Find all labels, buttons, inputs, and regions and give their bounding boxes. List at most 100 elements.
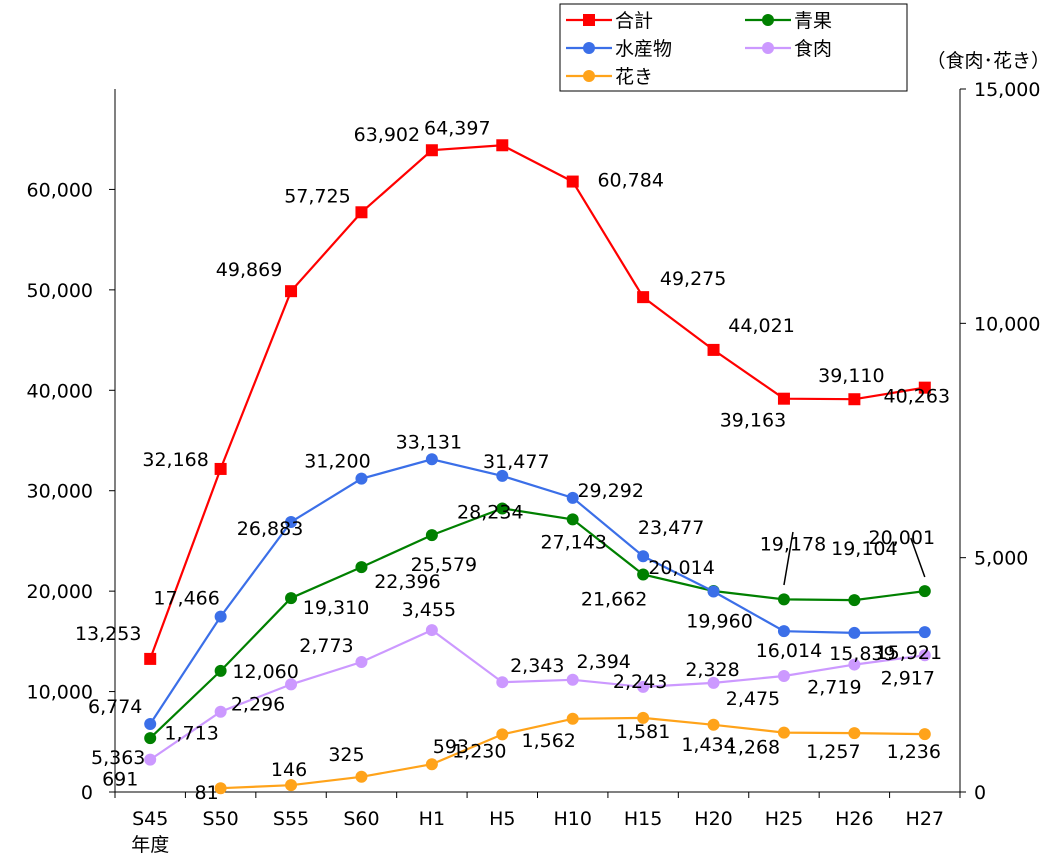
data-point (848, 594, 861, 607)
data-label: 19,310 (303, 597, 369, 619)
left-tick-label: 0 (81, 782, 93, 804)
leader-line (910, 537, 926, 578)
data-label: 2,719 (807, 677, 861, 699)
data-label: 325 (328, 744, 364, 766)
data-label: 691 (102, 769, 138, 791)
data-label: 44,021 (728, 315, 794, 337)
data-point (566, 673, 579, 686)
legend-label: 青果 (794, 10, 832, 32)
x-tick-label: H20 (694, 808, 732, 830)
legend-label: 花き (615, 66, 653, 88)
data-label: 1,713 (164, 723, 218, 745)
data-point (355, 561, 368, 574)
data-point (848, 658, 861, 671)
data-label: 1,257 (806, 741, 860, 763)
data-label: 16,014 (756, 640, 822, 662)
x-tick-label: S50 (203, 808, 239, 830)
data-point (214, 610, 227, 623)
data-point (848, 727, 861, 740)
right-tick-label: 15,000 (974, 79, 1040, 101)
data-point (214, 782, 227, 795)
x-tick-label: H27 (906, 808, 944, 830)
data-point (637, 291, 650, 304)
data-label: 33,131 (396, 431, 462, 453)
data-point (707, 343, 720, 356)
data-label: 3,455 (402, 599, 456, 621)
data-label: 29,292 (577, 480, 643, 502)
data-label: 64,397 (424, 117, 490, 139)
series-line-1 (149, 507, 925, 739)
data-label: 40,263 (884, 386, 950, 408)
data-label: 19,104 (831, 538, 897, 560)
axes: 0 10,000 20,000 30,000 40,000 50,000 60,000 0 5,… (27, 50, 1050, 856)
left-tick-label: 20,000 (27, 581, 93, 603)
data-point (425, 624, 438, 637)
legend-marker (762, 14, 774, 26)
data-label: 60,784 (597, 170, 663, 192)
data-label: 21,662 (581, 588, 647, 610)
data-point (637, 680, 650, 693)
legend-marker (583, 70, 595, 82)
data-label: 15,921 (876, 642, 942, 664)
data-point (848, 626, 861, 639)
right-tick-label: 5,000 (974, 548, 1028, 570)
data-label: 28,234 (457, 501, 523, 523)
data-label: 31,477 (483, 451, 549, 473)
left-tick-label: 10,000 (27, 682, 93, 704)
data-label: 19,960 (686, 611, 752, 633)
legend-label: 合計 (615, 10, 653, 32)
data-point (285, 779, 298, 792)
data-point (214, 705, 227, 718)
data-point (566, 491, 579, 504)
data-labels: 13,253 32,168 49,869 57,725 63,902 64,397 60,7… (75, 117, 950, 804)
x-tick-label: S55 (273, 808, 309, 830)
x-tick-label: H5 (489, 808, 515, 830)
right-tick-label: 10,000 (974, 313, 1040, 335)
data-point (566, 513, 579, 526)
data-point (144, 652, 157, 665)
data-label: 2,328 (685, 659, 739, 681)
x-tick-label: H26 (835, 808, 873, 830)
data-point (144, 732, 157, 745)
data-point (707, 676, 720, 689)
data-label: 2,475 (726, 688, 780, 710)
series-line-3 (149, 628, 925, 761)
x-tick-label: H10 (553, 808, 591, 830)
data-point (355, 770, 368, 783)
data-point (496, 502, 509, 515)
data-point (777, 625, 790, 638)
data-label: 2,296 (231, 693, 285, 715)
data-point (425, 453, 438, 466)
x-tick-label: H15 (624, 808, 662, 830)
data-point (707, 718, 720, 731)
data-point (566, 712, 579, 725)
data-point (637, 711, 650, 724)
data-point (214, 664, 227, 677)
data-label: 2,343 (510, 655, 564, 677)
data-point (285, 516, 298, 529)
series-line-0 (149, 144, 925, 660)
data-label: 1,581 (616, 721, 670, 743)
data-label: 146 (271, 759, 307, 781)
legend-label: 水産物 (615, 38, 672, 60)
right-tick-label: 0 (974, 782, 986, 804)
left-tick-label: 50,000 (27, 280, 93, 302)
data-point (777, 392, 790, 405)
data-label: 1,434 (681, 734, 735, 756)
data-point (144, 753, 157, 766)
data-point (707, 585, 720, 598)
data-point (425, 529, 438, 542)
data-label: 39,110 (818, 365, 884, 387)
data-point (637, 568, 650, 581)
data-label: 1,268 (726, 737, 780, 759)
legend-marker (762, 42, 774, 54)
data-label: 2,773 (299, 635, 353, 657)
data-label: 32,168 (142, 449, 208, 471)
data-point (777, 726, 790, 739)
data-point (918, 626, 931, 639)
data-point (918, 585, 931, 598)
data-label: 31,200 (304, 451, 370, 473)
data-point (144, 717, 157, 730)
legend-box (559, 3, 908, 92)
